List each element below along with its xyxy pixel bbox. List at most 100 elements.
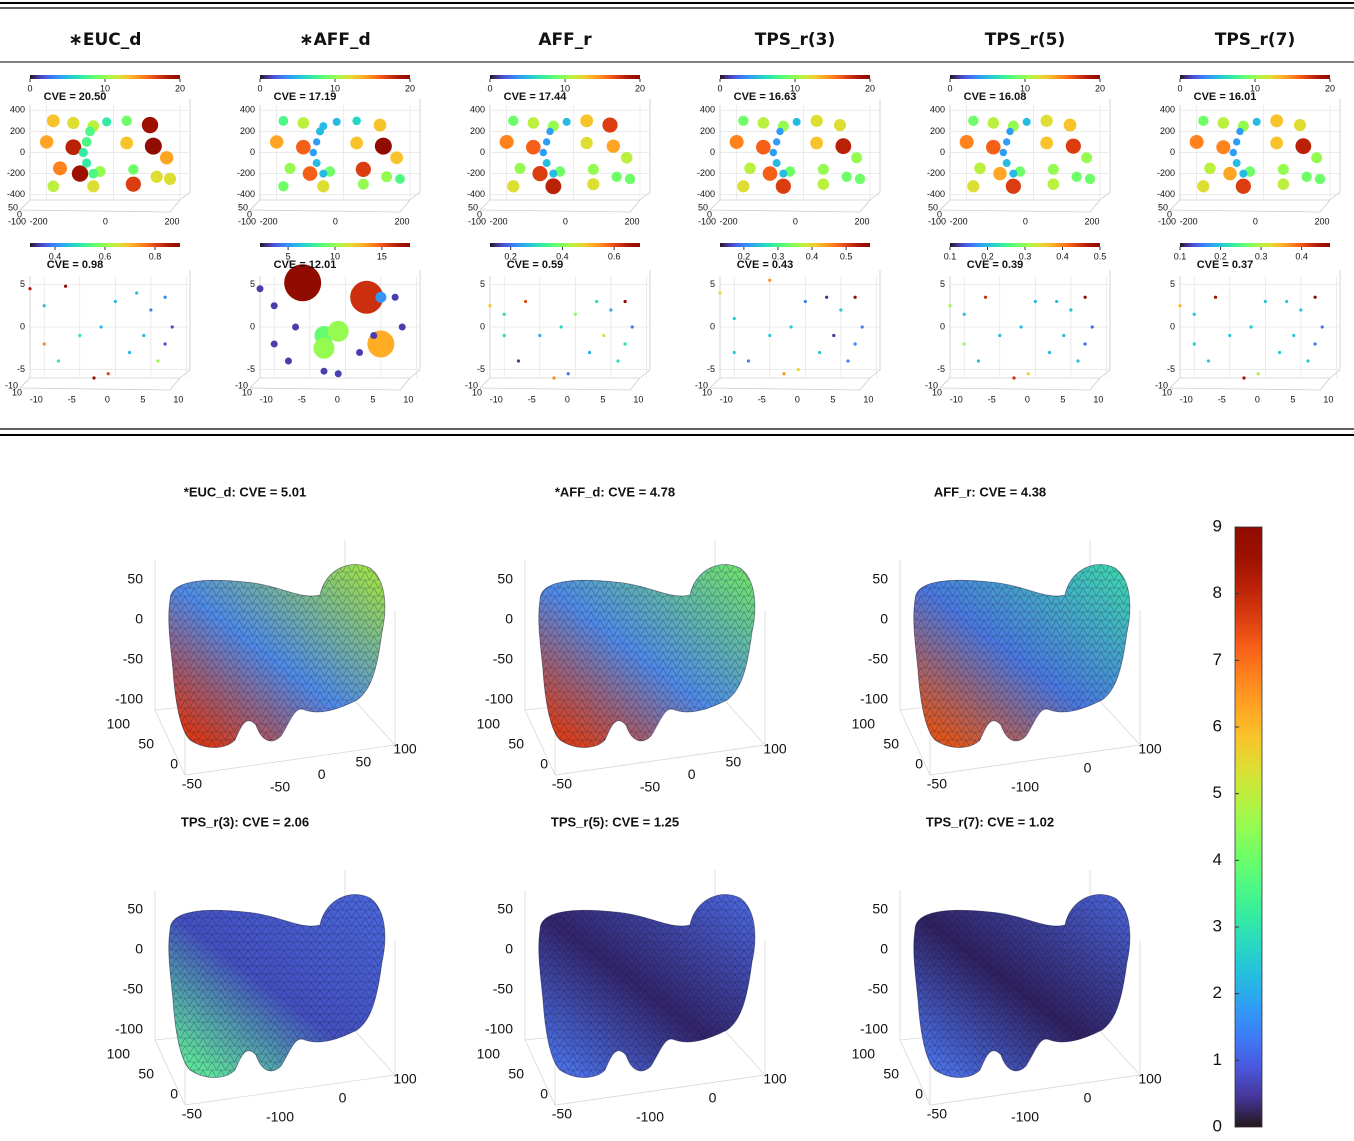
y-tick-label: 0	[880, 941, 888, 957]
x-tick-label: 10	[633, 394, 643, 404]
cve-label: CVE = 0.37	[1197, 259, 1254, 271]
figure: ∗EUC_d∗AFF_dAFF_rTPS_r(3)TPS_r(5)TPS_r(7…	[0, 0, 1354, 1136]
data-point	[1084, 296, 1087, 299]
axes-box	[940, 270, 1110, 390]
data-point	[968, 116, 978, 126]
data-point	[588, 351, 591, 354]
data-point	[607, 139, 620, 152]
y-tick-label: -50	[123, 981, 143, 997]
data-point	[602, 334, 605, 337]
data-point	[57, 359, 60, 362]
data-point	[1253, 118, 1261, 126]
column-header: TPS_r(5)	[985, 30, 1066, 50]
column-header: AFF_r	[538, 30, 592, 50]
data-point	[738, 116, 748, 126]
data-point	[960, 135, 974, 149]
y-tick-label: -100	[115, 1021, 143, 1037]
data-point	[1270, 114, 1283, 127]
data-point	[488, 304, 491, 307]
x-tick-label: -200	[1180, 216, 1198, 226]
data-point	[549, 170, 557, 178]
y-tick-label: 0	[880, 611, 888, 627]
data-point	[984, 296, 987, 299]
data-point	[1003, 159, 1011, 167]
data-point	[1292, 334, 1295, 337]
y-tick-label: -5	[247, 364, 255, 374]
data-point	[356, 349, 363, 356]
x-tick-label: 0	[318, 766, 326, 782]
data-point	[779, 170, 787, 178]
data-point	[503, 313, 506, 316]
data-point	[507, 180, 519, 192]
mesh-lines	[914, 894, 1130, 1077]
y-tick-label: -400	[697, 189, 715, 199]
colorbar	[950, 75, 1100, 79]
cve-label: CVE = 16.08	[964, 91, 1027, 103]
axes-box	[20, 270, 190, 390]
colorbar-tick-label: 0.4	[806, 251, 819, 261]
data-point	[85, 126, 95, 136]
data-point	[142, 117, 158, 133]
data-point	[128, 164, 138, 174]
x-tick-label: 0	[1253, 216, 1258, 226]
panel-title: TPS_r(7): CVE = 1.02	[926, 814, 1054, 829]
depth-tick-label: 0	[170, 756, 178, 772]
data-point	[335, 370, 342, 377]
colorbar-tick-label: 4	[1213, 850, 1222, 869]
data-point	[503, 334, 506, 337]
colorbar	[1235, 527, 1262, 1127]
x-tick-label: 0	[1084, 760, 1092, 776]
depth-tick-label: 50	[138, 736, 154, 752]
data-point	[546, 128, 553, 135]
x-tick-label: 200	[1314, 216, 1329, 226]
data-point	[87, 180, 99, 192]
x-tick-label: 100	[1138, 741, 1162, 757]
depth-tick-label: 50	[883, 736, 899, 752]
axes-box	[480, 270, 650, 390]
data-point	[1064, 119, 1077, 132]
colorbar-tick-label: 5	[1213, 783, 1222, 802]
y-tick-label: -50	[493, 981, 513, 997]
y-tick-label: -200	[237, 168, 255, 178]
data-point	[392, 294, 399, 301]
data-point	[567, 372, 570, 375]
depth-tick-label: 100	[477, 1046, 501, 1062]
data-point	[1299, 308, 1302, 311]
data-point	[1062, 334, 1065, 337]
mesh-panel: TPS_r(5): CVE = 1.25500-50-100100500-50-…	[477, 814, 787, 1124]
data-point	[1306, 359, 1309, 362]
data-point	[399, 324, 406, 331]
x-tick-label: 0	[793, 216, 798, 226]
data-point	[285, 358, 292, 365]
x-tick-label: -10	[260, 394, 273, 404]
data-point	[1264, 300, 1267, 303]
data-point	[998, 334, 1001, 337]
depth-tick-label: -100	[238, 216, 256, 226]
y-tick-label: 5	[710, 279, 715, 289]
data-point	[1190, 135, 1204, 149]
data-point	[818, 351, 821, 354]
data-point	[595, 300, 598, 303]
colorbar	[30, 75, 180, 79]
depth-tick-label: -50	[927, 1106, 947, 1122]
data-point	[1048, 351, 1051, 354]
data-point	[142, 334, 145, 337]
data-point	[580, 114, 593, 127]
data-point	[624, 342, 627, 345]
x-tick-label: -100	[266, 1109, 294, 1125]
data-point	[810, 137, 823, 150]
colorbar-tick-label: 0	[1177, 83, 1182, 93]
x-tick-label: -50	[640, 779, 660, 795]
cve-label: CVE = 16.63	[734, 91, 797, 103]
y-tick-label: -100	[860, 1021, 888, 1037]
y-tick-label: 0	[250, 321, 255, 331]
y-tick-label: 200	[930, 126, 945, 136]
x-tick-label: 200	[624, 216, 639, 226]
data-point	[834, 119, 846, 131]
data-point	[1006, 179, 1021, 194]
data-point	[1230, 149, 1237, 156]
x-tick-label: 200	[164, 216, 179, 226]
x-tick-label: -200	[30, 216, 48, 226]
data-point	[317, 180, 329, 192]
x-tick-label: 10	[173, 394, 183, 404]
